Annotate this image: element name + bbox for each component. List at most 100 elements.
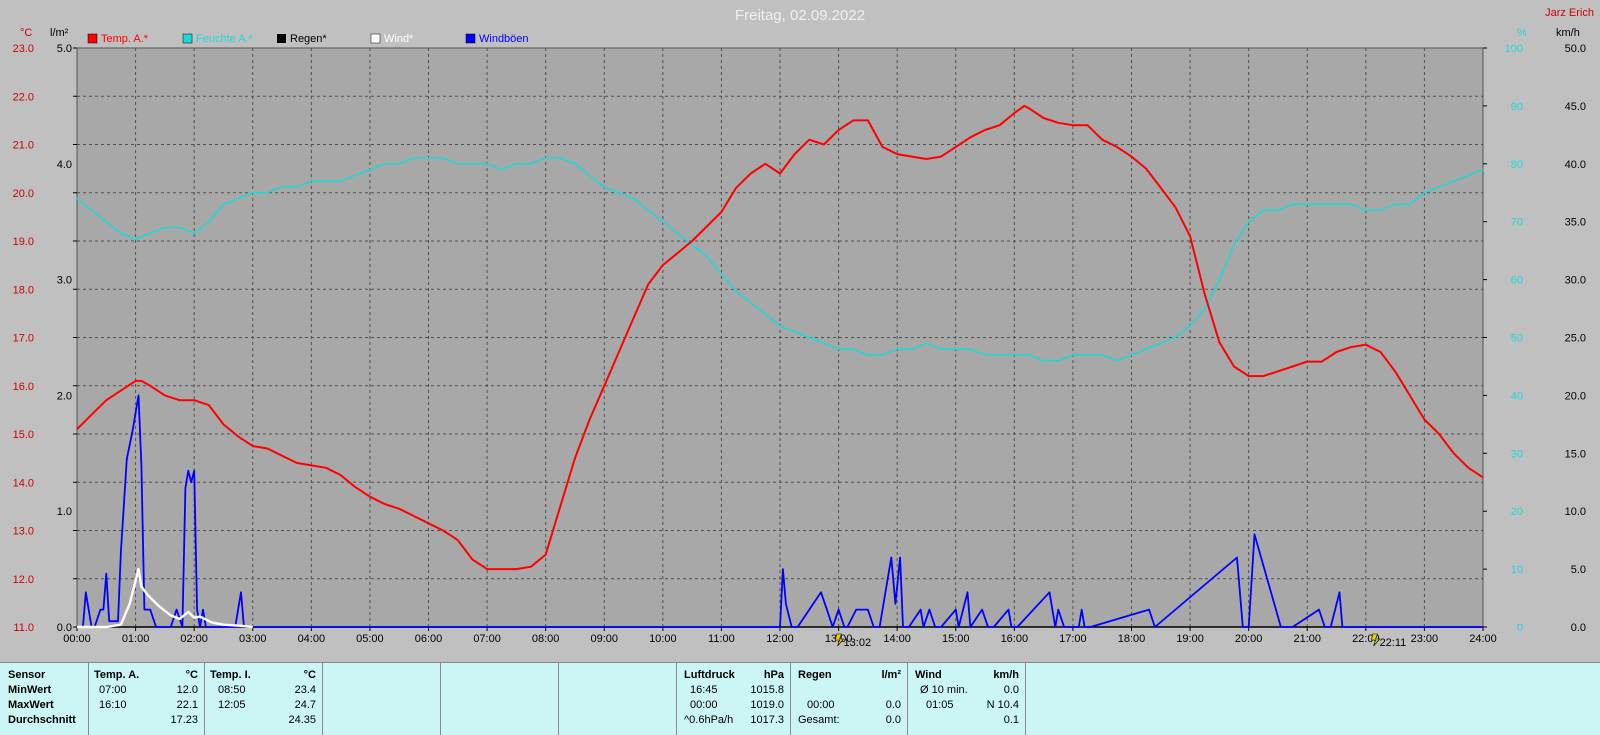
temp-i-unit: °C [303,669,316,681]
temp-a-min-value: 12.0 [176,684,198,696]
rain-axis-unit: l/m² [50,27,69,39]
temp-a-unit: °C [185,669,198,681]
hum-tick-label: 50 [1511,333,1523,345]
wind-tick-label: 20.0 [1565,390,1586,402]
rain-r2-time: 00:00 [807,699,835,711]
x-tick-label: 24:00 [1469,633,1497,645]
x-tick-label: 05:00 [356,633,384,645]
x-tick-label: 18:00 [1118,633,1146,645]
legend-label-temp: Temp. A.* [101,33,149,45]
x-tick-label: 21:00 [1293,633,1321,645]
temp-tick-label: 13.0 [13,526,34,538]
pressure-unit: hPa [763,669,784,681]
x-tick-label: 17:00 [1059,633,1087,645]
hum-tick-label: 20 [1511,506,1523,518]
wind-tick-label: 30.0 [1565,275,1586,287]
pressure-r1-value: 1015.8 [750,684,784,696]
temp-i-avg-value: 24.35 [288,714,316,726]
wind-tick-label: 35.0 [1565,217,1586,229]
temp-tick-label: 20.0 [13,188,34,200]
temp-tick-label: 22.0 [13,91,34,103]
stats-min-label: MinWert [8,684,52,696]
weather-chart: Freitag, 02.09.2022 Jarz Erich Temp. A.*… [13,7,1594,649]
series-wind-gusts [77,394,1483,628]
temp-tick-label: 18.0 [13,284,34,296]
wind-tick-label: 45.0 [1565,101,1586,113]
statistics-panel: Sensor MinWert MaxWert Durchschnitt Temp… [0,662,1600,735]
hum-tick-label: 80 [1511,159,1523,171]
stats-col-rain: Regen l/m² 0.0 00:00 Gesamt: 0.0 [791,663,908,735]
hum-tick-label: 0 [1517,622,1523,634]
rain-tick-label: 0.0 [57,622,72,634]
series-wind [77,567,253,629]
x-tick-label: 09:00 [590,633,618,645]
series-temperature [76,104,1484,571]
author-label: Jarz Erich [1545,7,1594,19]
stats-avg-label: Durchschnitt [8,714,76,726]
temp-i-max-time: 12:05 [218,699,246,711]
rain-r2-value: 0.0 [885,699,901,711]
temp-tick-label: 11.0 [13,622,34,634]
rain-tick-label: 1.0 [57,506,72,518]
temp-i-max-value: 24.7 [294,699,316,711]
legend-label-gusts: Windböen [479,33,529,45]
stats-col-temp-i: Temp. I. °C 08:50 23.4 12:05 24.7 24.35 [205,663,323,735]
wind-tick-label: 0.0 [1571,622,1586,634]
x-tick-label: 15:00 [942,633,970,645]
x-tick-label: 01:00 [122,633,150,645]
hum-tick-label: 90 [1511,101,1523,113]
x-tick-label: 00:00 [63,633,91,645]
wind-tick-label: 10.0 [1565,506,1586,518]
temp-i-min-time: 08:50 [218,684,246,696]
hum-tick-label: 60 [1511,275,1523,287]
temp-a-avg-value: 17.23 [170,714,198,726]
humidity-axis-unit: % [1517,27,1527,39]
temp-tick-label: 21.0 [13,140,34,152]
pressure-header: Luftdruck [684,669,735,681]
stats-col-empty-3 [559,663,677,735]
temp-tick-label: 16.0 [13,381,34,393]
series-layer [76,104,1484,629]
temp-a-max-time: 16:10 [99,699,127,711]
x-tick-label: 02:00 [180,633,208,645]
wind-header: Wind [915,669,942,681]
marker-time-label: 13:02 [844,637,872,649]
wind-avg10-value: 0.0 [1003,684,1019,696]
pressure-r2-value: 1019.0 [750,699,784,711]
stats-col-pressure: Luftdruck hPa 16:45 1015.8 00:00 1019.0 … [677,663,791,735]
x-tick-label: 11:00 [708,633,735,645]
x-tick-label: 16:00 [1001,633,1029,645]
legend-swatch-wind [370,33,381,44]
x-tick-label: 12:00 [766,633,794,645]
rain-tick-label: 4.0 [57,159,72,171]
lightning-bolt-icon [1371,633,1381,647]
legend-label-rain: Regen* [290,33,327,45]
x-tick-label: 10:00 [649,633,677,645]
stats-max-label: MaxWert [8,699,54,711]
x-tick-label: 19:00 [1176,633,1204,645]
stats-col-empty-2 [441,663,559,735]
x-tick-label: 07:00 [473,633,501,645]
stats-col-wind: Wind km/h Ø 10 min. 0.0 01:05 N 10.4 0.1 [908,663,1026,735]
legend-swatch-humidity [182,33,193,44]
wind-tick-label: 50.0 [1565,43,1586,55]
temp-tick-label: 12.0 [13,574,34,586]
legend-swatch-temp [87,33,98,44]
wind-tick-label: 40.0 [1565,159,1586,171]
stats-col-temp-a: Temp. A. °C 07:00 12.0 16:10 22.1 17.23 [89,663,205,735]
wind-tick-label: 25.0 [1565,333,1586,345]
pressure-r1-time: 16:45 [690,684,718,696]
hum-tick-label: 30 [1511,448,1523,460]
x-tick-label: 04:00 [298,633,326,645]
temp-a-max-value: 22.1 [176,699,198,711]
axis-ticks: 00:00 01:00 02:00 03:00 04:00 05:00 06:00 07:00… [13,43,1586,645]
pressure-avg-value: 1017.3 [750,714,784,726]
temp-a-min-time: 07:00 [99,684,127,696]
wind-avg-value: 0.1 [1003,714,1019,726]
rain-tick-label: 2.0 [57,390,72,402]
chart-title: Freitag, 02.09.2022 [735,7,865,24]
x-tick-label: 23:00 [1411,633,1439,645]
x-tick-label: 03:00 [239,633,267,645]
temp-tick-label: 19.0 [13,236,34,248]
rain-tick-label: 5.0 [57,43,72,55]
